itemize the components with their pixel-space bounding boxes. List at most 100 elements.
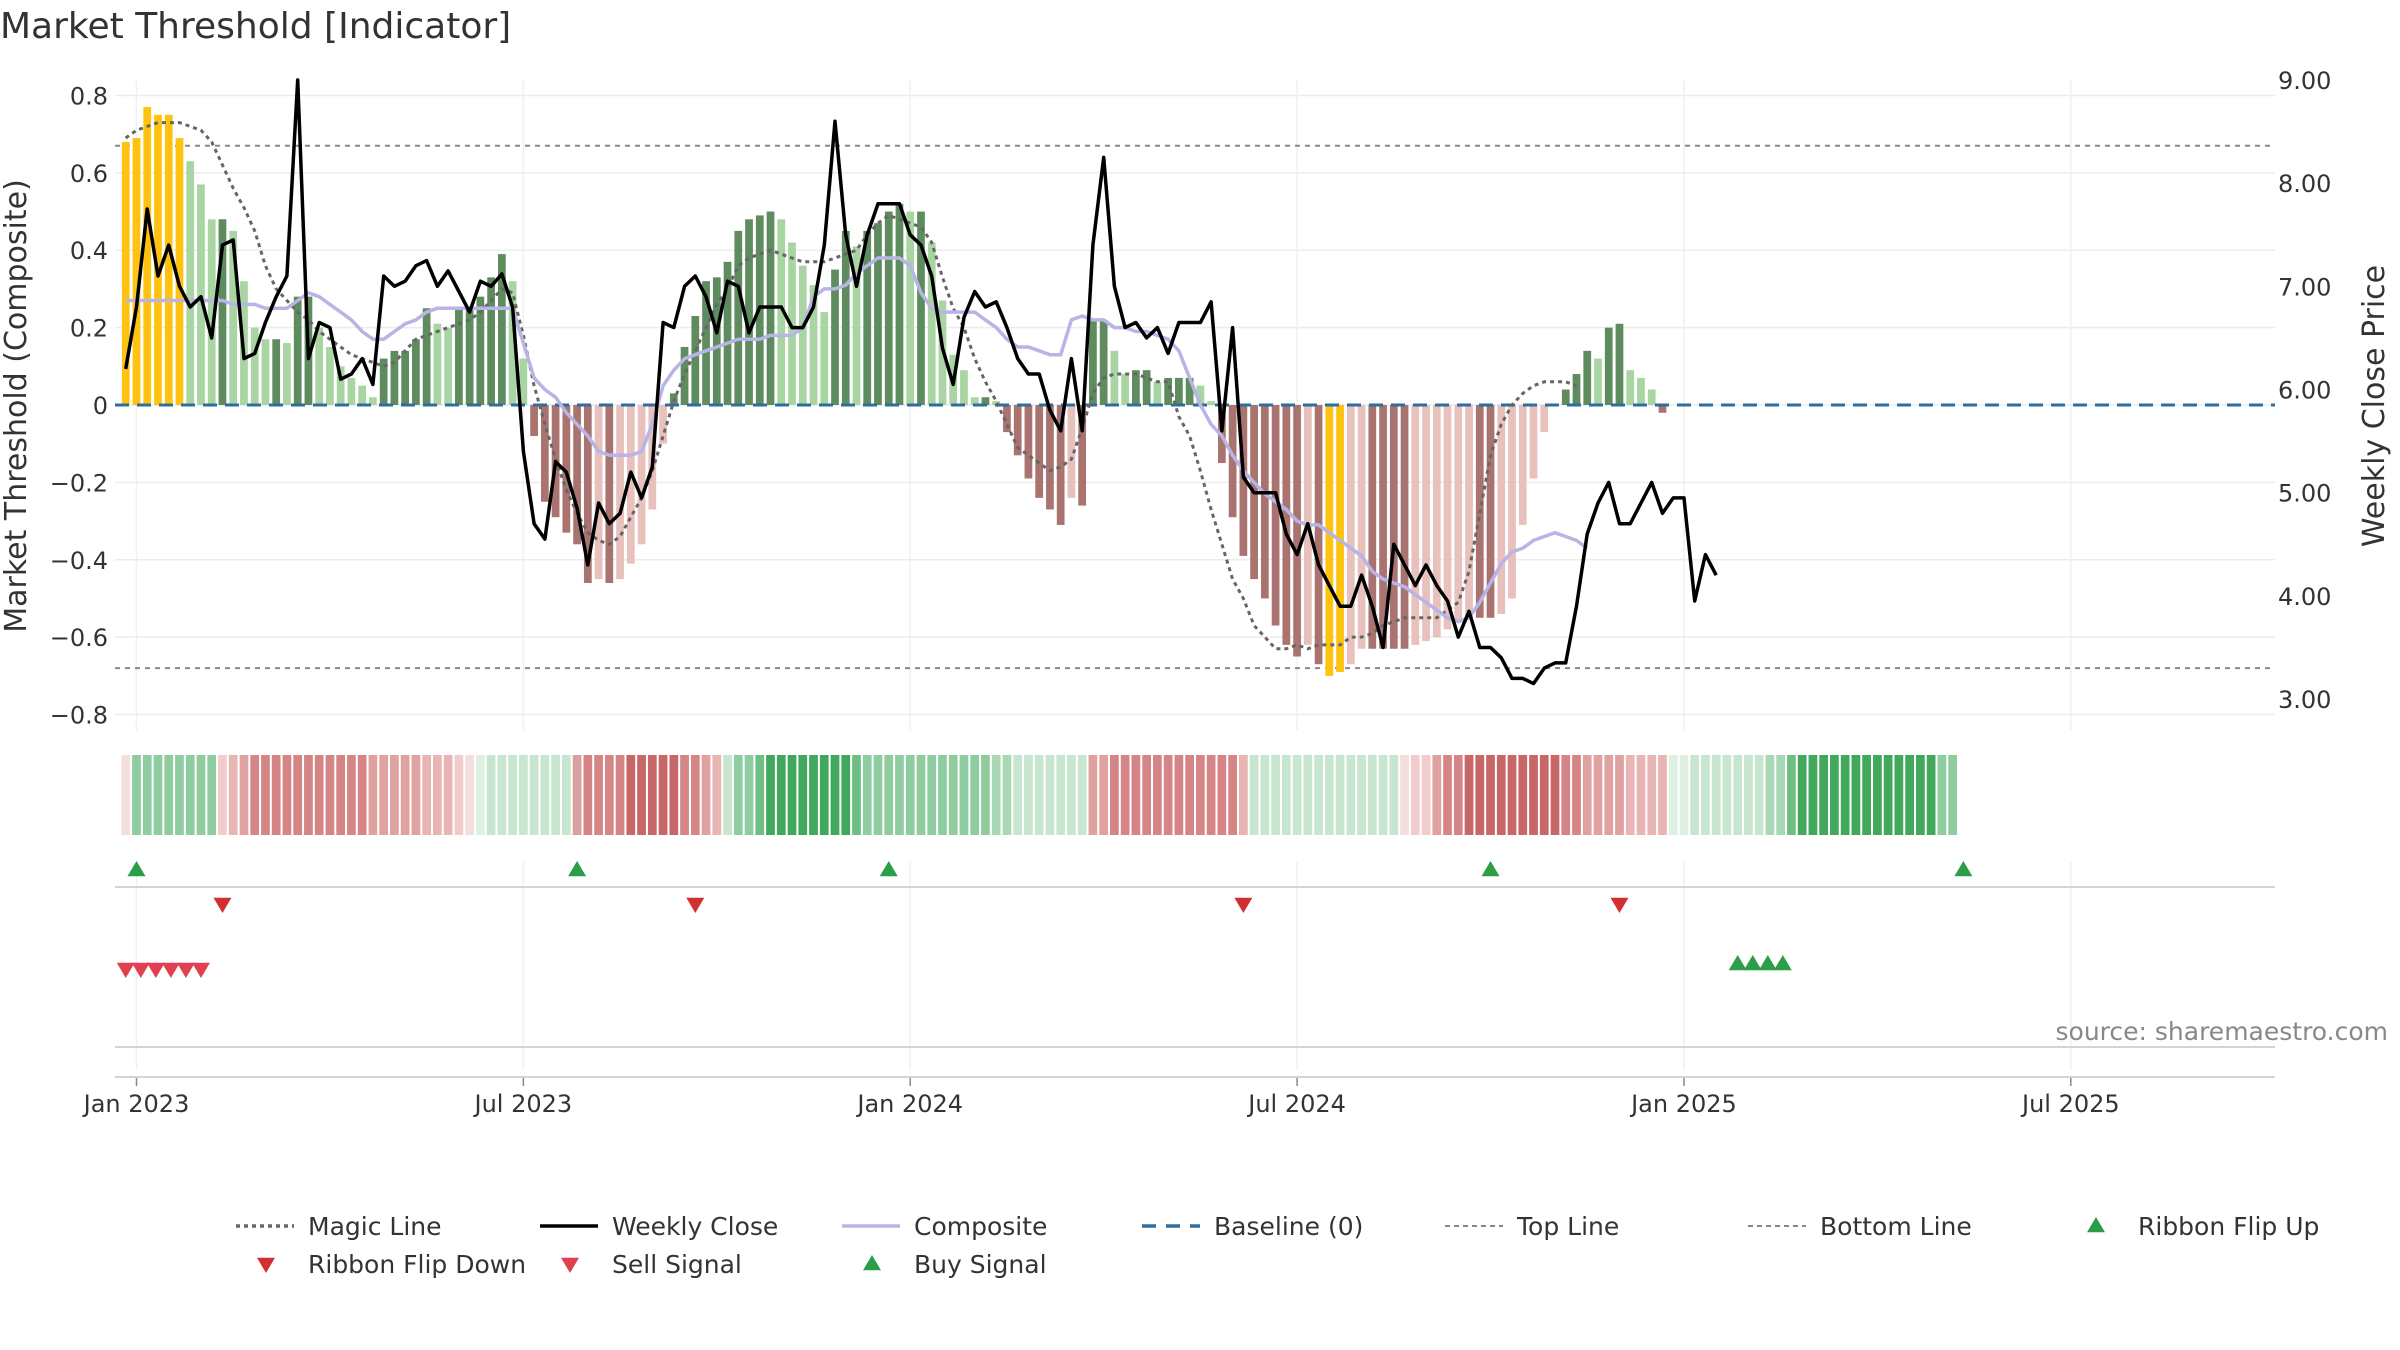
ribbon-cell xyxy=(1507,755,1517,835)
composite-bar xyxy=(884,211,893,405)
legend-item: Ribbon Flip Down xyxy=(257,1250,526,1279)
composite-bar xyxy=(659,405,667,444)
ribbon-cell xyxy=(1486,755,1495,835)
composite-bar xyxy=(412,339,420,405)
composite-bar xyxy=(1572,374,1581,405)
composite-bar xyxy=(1153,381,1162,405)
ribbon-cell xyxy=(304,755,313,835)
ribbon-cell xyxy=(1679,755,1689,835)
composite-bar xyxy=(1024,405,1033,479)
composite-bar xyxy=(186,161,195,405)
legend-item: Buy Signal xyxy=(863,1250,1047,1279)
ribbon-cell xyxy=(1410,755,1420,835)
ribbon-cell xyxy=(626,755,636,835)
ribbon-cell xyxy=(1400,755,1409,835)
ribbon-cell xyxy=(1658,755,1667,835)
composite-bar xyxy=(1486,405,1495,618)
left-tick-label: 0.2 xyxy=(70,315,108,343)
composite-bar xyxy=(1422,405,1430,642)
ribbon-cell xyxy=(1196,755,1205,835)
ribbon-cell xyxy=(454,755,464,835)
ribbon-cell xyxy=(1260,755,1270,835)
ribbon-cell xyxy=(1378,755,1388,835)
ribbon-cell xyxy=(701,755,711,835)
ribbon-cell xyxy=(390,755,399,835)
right-tick-label: 9.00 xyxy=(2278,67,2331,95)
ribbon-cell xyxy=(1830,755,1839,835)
legend-marker xyxy=(863,1255,881,1271)
legend-marker xyxy=(2087,1217,2105,1233)
ribbon-cell xyxy=(1335,755,1345,835)
ribbon-cell xyxy=(766,755,775,835)
ribbon-cell xyxy=(1948,755,1957,835)
ribbon-cell xyxy=(723,755,732,835)
ribbon-cell xyxy=(1765,755,1775,835)
composite-bar xyxy=(1497,405,1506,614)
composite-bar xyxy=(981,397,990,405)
ribbon-cell xyxy=(658,755,668,835)
composite-bar xyxy=(734,230,743,405)
ribbon-cell xyxy=(1142,755,1152,835)
ribbon-cell xyxy=(1464,755,1474,835)
composite-bar xyxy=(379,358,388,405)
ribbon-cell xyxy=(422,755,432,835)
left-tick-label: −0.4 xyxy=(50,547,108,575)
ribbon-cell xyxy=(1776,755,1786,835)
ribbon-cell xyxy=(411,755,421,835)
left-axis-ticks: 0.8 0.6 0.4 0.2 0 −0.2 −0.4 −0.6 −0.8 xyxy=(50,82,108,729)
ribbon-cell xyxy=(443,755,453,835)
composite-bar xyxy=(283,343,291,405)
composite-bar xyxy=(1207,401,1215,405)
legend-item: Composite xyxy=(842,1212,1047,1241)
ribbon-cell xyxy=(368,755,378,835)
ribbon-cell xyxy=(1475,755,1485,835)
ribbon-cell xyxy=(1582,755,1592,835)
composite-bar xyxy=(132,138,141,406)
composite-bar xyxy=(562,405,571,533)
composite-bar xyxy=(497,254,506,405)
composite-bar xyxy=(519,358,528,405)
ribbon-flip-up-marker xyxy=(1481,861,1500,877)
legend-item: Ribbon Flip Up xyxy=(2087,1212,2319,1241)
sell-signal-marker xyxy=(116,962,135,978)
ribbon-flip-down-marker xyxy=(1234,897,1253,913)
threshold-lines xyxy=(115,144,2275,670)
ribbon-cell xyxy=(1077,755,1087,835)
ribbon-cell xyxy=(1668,755,1678,835)
ribbon-cell xyxy=(873,755,883,835)
sell-signal-marker xyxy=(191,962,210,978)
legend-item: Magic Line xyxy=(236,1212,442,1241)
ribbon-cell xyxy=(476,755,485,835)
ribbon-cell xyxy=(293,755,303,835)
composite-bar xyxy=(207,219,216,405)
composite-bar xyxy=(992,401,1001,405)
ribbon-cell xyxy=(637,755,646,835)
composite-bar xyxy=(626,405,635,564)
ribbon-cell xyxy=(1238,755,1248,835)
ribbon-cell xyxy=(551,755,560,835)
ribbon-cell xyxy=(1271,755,1280,835)
sell-signal-marker xyxy=(176,962,195,978)
composite-bar xyxy=(616,405,624,580)
legend-label: Baseline (0) xyxy=(1214,1212,1363,1241)
ribbon-cell xyxy=(787,755,797,835)
left-tick-label: 0.4 xyxy=(70,237,108,265)
series-lines xyxy=(115,78,2275,686)
composite-bar xyxy=(1260,405,1269,599)
composite-bar xyxy=(745,219,753,405)
ribbon-cell xyxy=(1862,755,1872,835)
composite-bar xyxy=(680,346,689,405)
composite-bar xyxy=(1368,405,1377,649)
ribbon-cell xyxy=(433,755,442,835)
composite-bar xyxy=(390,350,399,405)
right-tick-label: 7.00 xyxy=(2278,273,2331,301)
composite-bar xyxy=(1003,405,1011,433)
ribbon-cell xyxy=(314,755,324,835)
ribbon-cell xyxy=(1045,755,1055,835)
composite-bar xyxy=(573,405,581,545)
ribbon-cell xyxy=(497,755,507,835)
composite-bar xyxy=(1561,389,1570,405)
composite-bar xyxy=(540,405,549,502)
ribbon-cell xyxy=(486,755,496,835)
composite-bar xyxy=(927,242,936,405)
